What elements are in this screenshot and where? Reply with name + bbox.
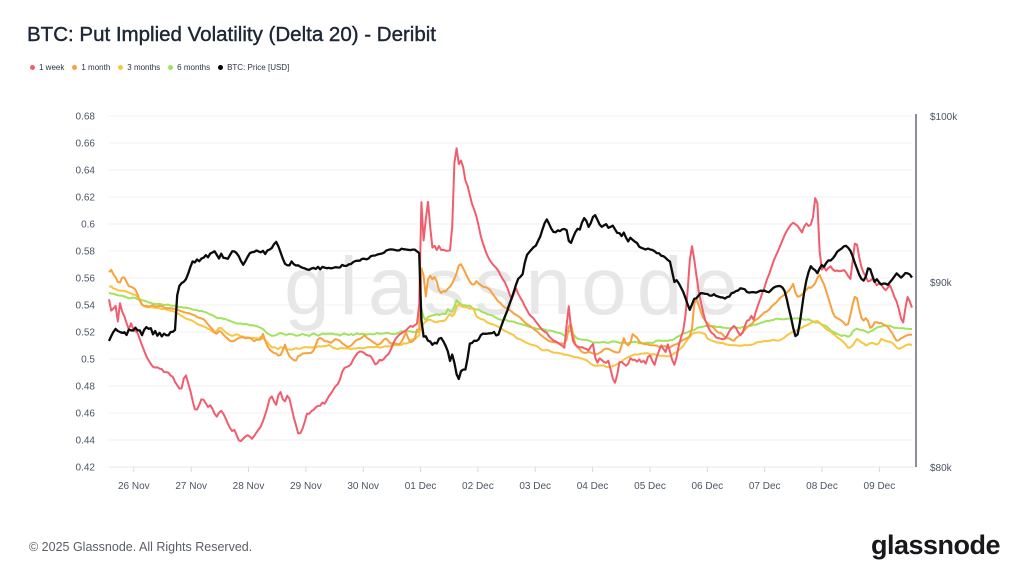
svg-text:0.56: 0.56: [76, 274, 96, 285]
svg-text:26 Nov: 26 Nov: [118, 481, 150, 492]
svg-text:0.58: 0.58: [76, 247, 96, 258]
svg-text:01 Dec: 01 Dec: [405, 481, 437, 492]
svg-text:0.52: 0.52: [76, 328, 96, 339]
svg-text:0.44: 0.44: [76, 436, 96, 447]
svg-text:30 Nov: 30 Nov: [347, 481, 379, 492]
svg-text:04 Dec: 04 Dec: [577, 481, 609, 492]
svg-text:07 Dec: 07 Dec: [749, 481, 781, 492]
svg-text:0.62: 0.62: [76, 193, 96, 204]
svg-text:28 Nov: 28 Nov: [233, 481, 265, 492]
svg-text:06 Dec: 06 Dec: [691, 481, 723, 492]
svg-text:$80k: $80k: [930, 463, 953, 474]
svg-text:0.54: 0.54: [76, 301, 96, 312]
svg-text:0.46: 0.46: [76, 409, 96, 420]
svg-text:$100k: $100k: [930, 112, 958, 123]
svg-text:$90k: $90k: [930, 278, 953, 289]
svg-text:02 Dec: 02 Dec: [462, 481, 494, 492]
svg-text:0.6: 0.6: [81, 220, 95, 231]
svg-text:0.64: 0.64: [76, 166, 96, 177]
svg-text:0.68: 0.68: [76, 112, 96, 123]
svg-text:0.5: 0.5: [81, 355, 95, 366]
svg-text:05 Dec: 05 Dec: [634, 481, 666, 492]
svg-text:29 Nov: 29 Nov: [290, 481, 322, 492]
svg-text:0.66: 0.66: [76, 139, 96, 150]
svg-text:08 Dec: 08 Dec: [806, 481, 838, 492]
svg-text:27 Nov: 27 Nov: [175, 481, 207, 492]
svg-text:0.48: 0.48: [76, 382, 96, 393]
svg-text:0.42: 0.42: [76, 463, 96, 474]
svg-text:09 Dec: 09 Dec: [864, 481, 896, 492]
svg-text:03 Dec: 03 Dec: [519, 481, 551, 492]
